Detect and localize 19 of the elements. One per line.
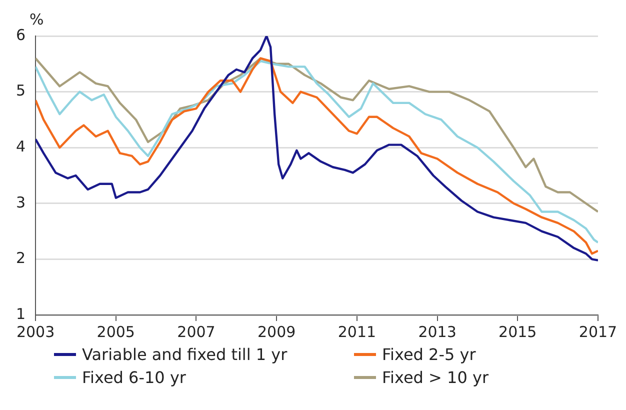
x-tick-label: 2007 <box>177 322 216 341</box>
x-tick-label: 2005 <box>96 322 135 341</box>
y-tick-label: 3 <box>16 193 26 212</box>
y-tick-label: 1 <box>16 304 26 323</box>
y-tick-label: 6 <box>16 26 26 44</box>
x-tick-label: 2013 <box>418 322 456 341</box>
x-tick-label: 2015 <box>498 322 537 341</box>
legend-label: Fixed > 10 yr <box>382 368 489 387</box>
x-tick-label: 2003 <box>16 322 55 341</box>
y-tick-label: 2 <box>16 249 26 268</box>
x-tick-label: 2009 <box>258 322 296 341</box>
legend-label: Variable and fixed till 1 yr <box>82 345 288 364</box>
x-tick-label: 2017 <box>578 322 618 341</box>
y-tick-label: 4 <box>16 137 26 156</box>
y-tick-label: 5 <box>16 82 26 100</box>
legend-label: Fixed 2-5 yr <box>382 345 476 364</box>
x-tick-label: 2011 <box>338 322 376 341</box>
legend-label: Fixed 6-10 yr <box>82 368 186 387</box>
y-axis-title: % <box>30 10 44 28</box>
